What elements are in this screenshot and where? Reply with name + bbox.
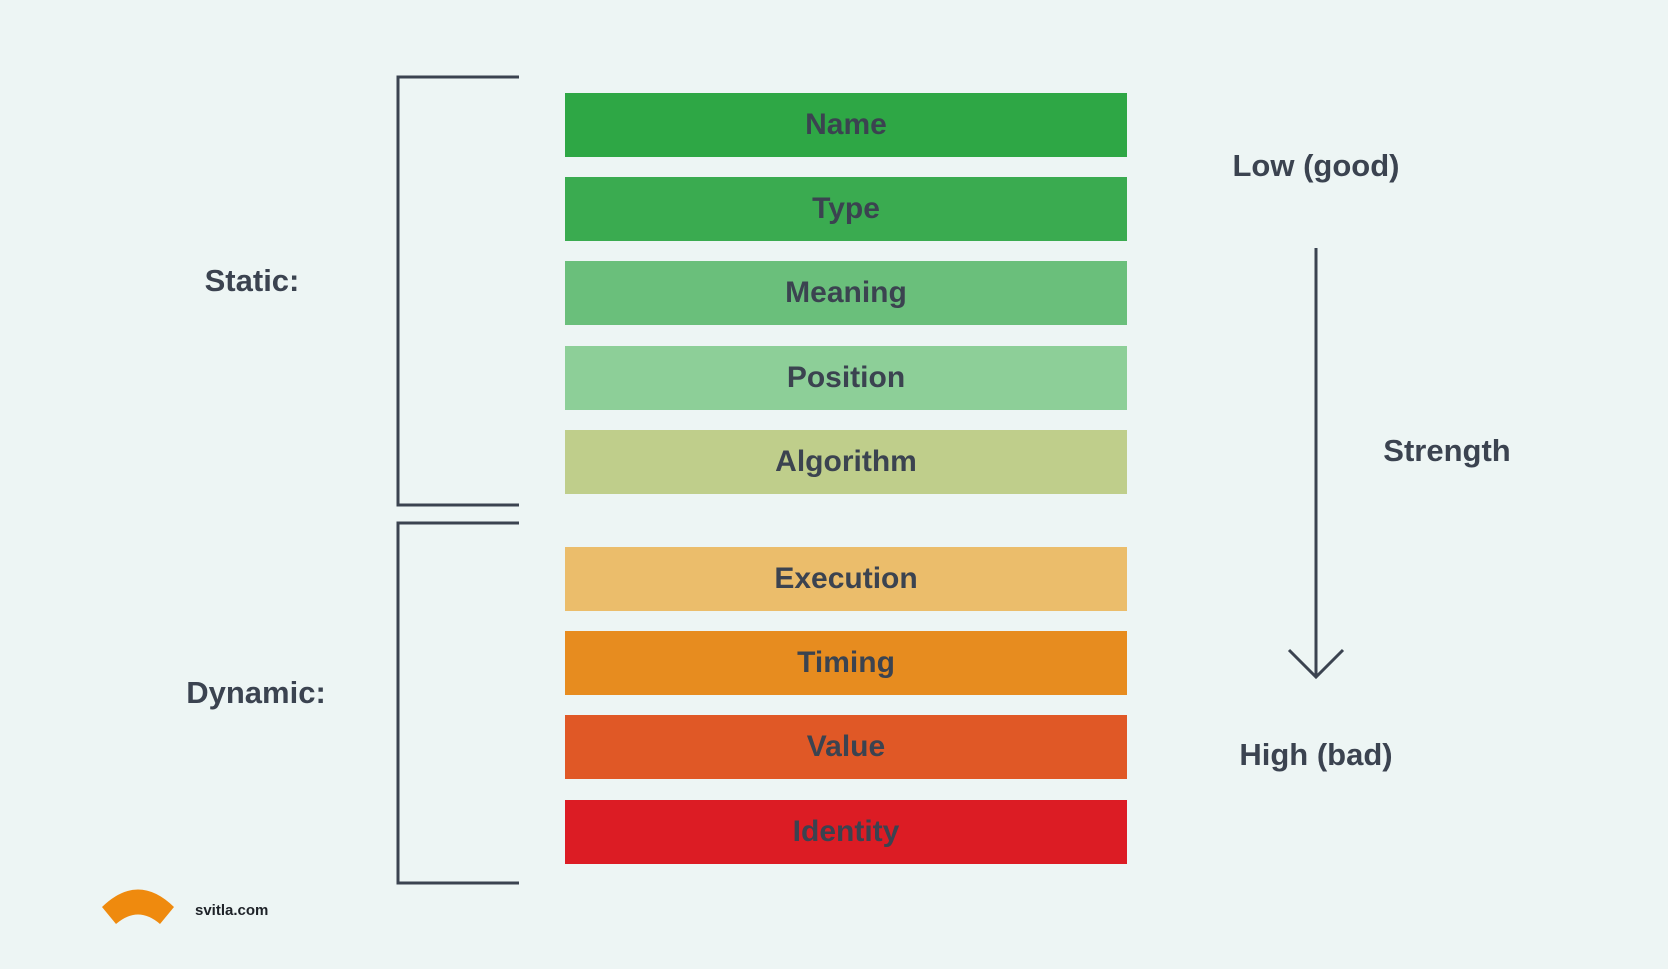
dynamic-bracket: [396, 521, 519, 885]
site-name: svitla.com: [195, 902, 269, 919]
group-label: Static:: [204, 263, 300, 298]
level-box: Type: [565, 177, 1127, 241]
level-box: Algorithm: [565, 430, 1127, 494]
level-box: Name: [565, 93, 1127, 157]
level-box: Position: [565, 346, 1127, 410]
level-box: Timing: [565, 631, 1127, 695]
static-bracket: [396, 75, 519, 507]
scale-top: Low (good): [1232, 148, 1400, 183]
scale-bottom: High (bad): [1239, 737, 1393, 772]
level-box: Meaning: [565, 261, 1127, 325]
level-box: Identity: [565, 800, 1127, 864]
group-label: Dynamic:: [186, 675, 326, 710]
level-box: Execution: [565, 547, 1127, 611]
scale-middle: Strength: [1383, 433, 1511, 468]
logo: [102, 889, 174, 924]
level-box: Value: [565, 715, 1127, 779]
arrow-head: [1287, 648, 1345, 680]
